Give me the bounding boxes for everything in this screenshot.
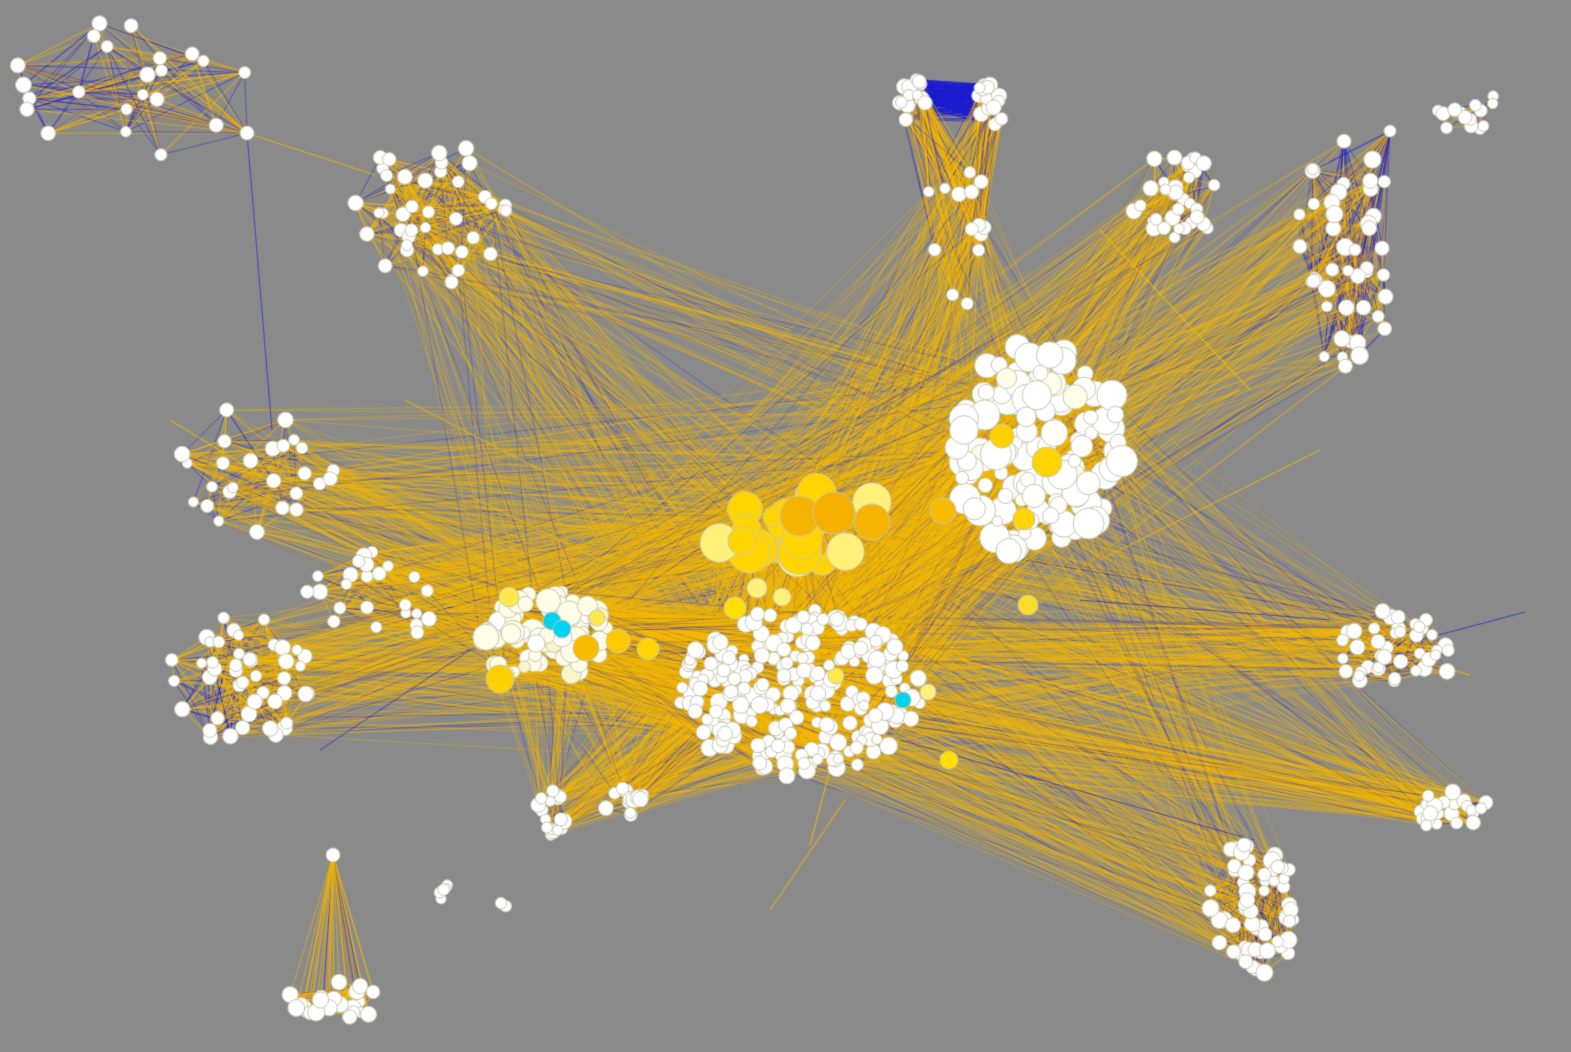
graph-canvas[interactable]	[0, 0, 1571, 1052]
network-graph-visualization[interactable]	[0, 0, 1571, 1052]
